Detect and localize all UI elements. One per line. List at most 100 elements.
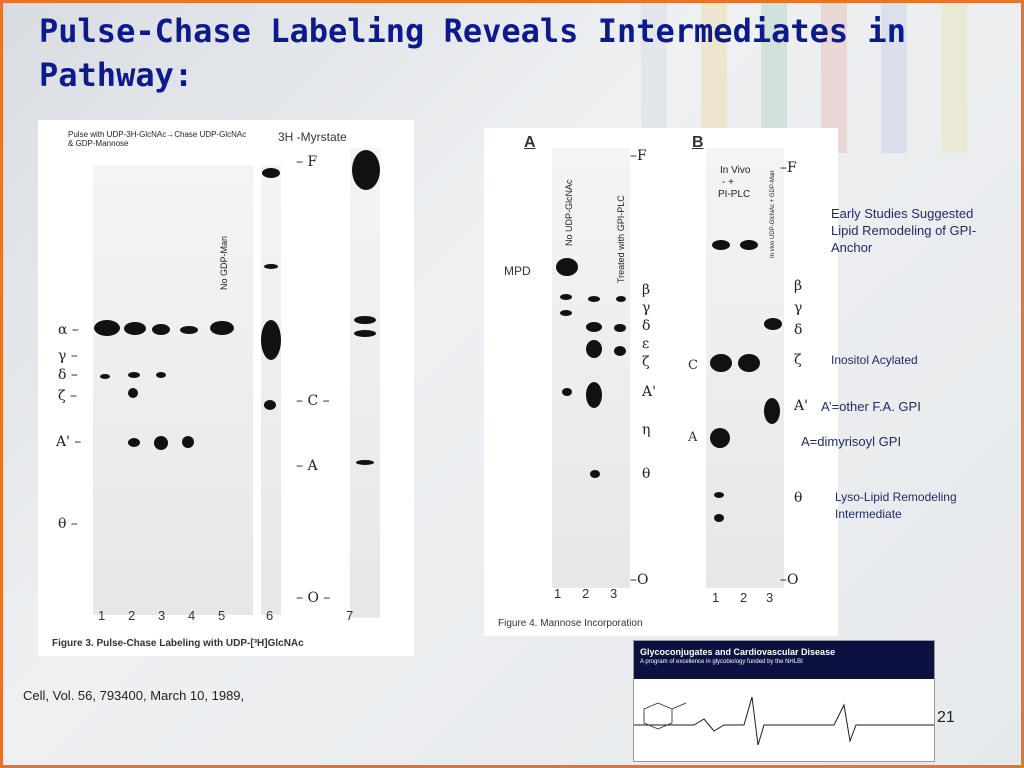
banner-title: Glycoconjugates and Cardiovascular Disea… — [640, 647, 836, 657]
lane-number: 1 — [98, 608, 106, 623]
figure-3-caption: Figure 3. Pulse-Chase Labeling with UDP-… — [52, 638, 304, 649]
beta-mark: β — [642, 282, 651, 298]
gel-band — [764, 318, 782, 330]
gel-band — [356, 460, 374, 465]
gel-band — [614, 324, 626, 332]
page-number: 21 — [937, 709, 955, 726]
note-early-studies: Early Studies Suggested Lipid Remodeling… — [831, 206, 977, 255]
lane-number: 5 — [218, 608, 226, 623]
gel-band — [588, 296, 600, 302]
o-mark-b: –O — [780, 572, 799, 588]
gel-lane-6 — [261, 165, 281, 615]
treated-gpi-plc-label: Treated with GPI-PLC — [616, 195, 626, 283]
gel-band — [562, 388, 572, 396]
minus-plus-label: - + — [722, 177, 734, 188]
lane-number-a: 3 — [610, 586, 618, 601]
gel-band — [352, 150, 380, 190]
epsilon-mark: ε — [642, 336, 650, 352]
figure-4-caption: Figure 4. Mannose Incorporation — [498, 618, 643, 629]
gel-band — [156, 372, 166, 378]
a-prime-mark-b: A' — [794, 398, 808, 414]
lane-number-b: 2 — [740, 590, 748, 605]
delta-mark: δ — [642, 318, 651, 334]
a-prime-mark: A' — [642, 384, 656, 400]
o-marker: – O – — [296, 590, 331, 606]
theta-mark: θ — [642, 466, 651, 482]
heartbeat-trace-graphic — [634, 696, 934, 746]
a-prime-marker: A' – — [56, 434, 82, 450]
gel-band — [154, 436, 168, 450]
panel-a-letter: A — [524, 134, 536, 151]
gel-band — [714, 492, 724, 498]
gel-band — [128, 388, 138, 398]
gel-band — [152, 324, 170, 335]
gel-band — [100, 374, 110, 379]
in-vivo-udp-label: In vivo UDP-GlcNAc + GDP-Man — [770, 170, 776, 258]
lane-number-b: 1 — [712, 590, 720, 605]
f-mark-a: –F — [630, 148, 647, 164]
note-lyso-lipid: Lyso-Lipid Remodeling Intermediate — [835, 490, 957, 521]
gel-band — [586, 382, 602, 408]
gel-band — [712, 240, 730, 250]
gel-band — [354, 330, 376, 337]
gel-band — [764, 398, 780, 424]
gamma-mark: γ — [642, 300, 651, 316]
delta-mark-b: δ — [794, 322, 803, 338]
gel-panel-a — [552, 148, 630, 588]
gel-band — [740, 240, 758, 250]
test-tubes-background — [641, 3, 967, 153]
figure-4-panel: A B No UDP-GlcNAc Treated with GPI-PLC M… — [484, 128, 838, 636]
no-gdp-man-label: No GDP-Man — [219, 235, 229, 290]
gel-lane-7 — [350, 148, 380, 618]
gel-band — [261, 320, 281, 360]
glycoconjugates-banner: Glycoconjugates and Cardiovascular Disea… — [633, 640, 935, 762]
gamma-marker: γ – — [58, 348, 78, 364]
f-marker: – F — [296, 154, 318, 170]
lane-number: 4 — [188, 608, 196, 623]
lane-number-a: 2 — [582, 586, 590, 601]
gel-band — [710, 354, 732, 372]
gel-lanes-1-5 — [93, 165, 253, 615]
gel-band — [262, 168, 280, 178]
mpd-label: MPD — [504, 264, 531, 278]
alpha-marker: α – — [58, 322, 79, 338]
gel-band — [182, 436, 194, 448]
gel-band — [738, 354, 760, 372]
gel-band — [354, 316, 376, 324]
c-marker: – C – — [296, 393, 330, 409]
note-a-dimyrisoyl: A=dimyrisoyl GPI — [801, 434, 902, 449]
o-mark-a: –O — [630, 572, 649, 588]
gel-band — [586, 322, 602, 332]
zeta-mark-b: ζ — [794, 352, 802, 368]
figure-3-panel: Pulse with UDP-3H-GlcNAc→Chase UDP-GlcNA… — [38, 120, 414, 656]
lane-number-a: 1 — [554, 586, 562, 601]
lane-number: 3 — [158, 608, 166, 623]
gel-band — [616, 296, 626, 302]
lane-number: 7 — [346, 608, 354, 623]
gamma-mark-b: γ — [794, 300, 803, 316]
a-marker: – A — [296, 458, 318, 474]
gel-band — [210, 321, 234, 335]
gel-band — [264, 400, 276, 410]
fig3-header-line1: Pulse with UDP-3H-GlcNAc→Chase UDP-GlcNA… — [68, 130, 247, 139]
note-inositol-acylated: Inositol Acylated — [831, 353, 918, 367]
lane-number: 6 — [266, 608, 274, 623]
panel-b-letter: B — [692, 134, 704, 151]
gel-band — [124, 322, 146, 335]
f-mark-b: –F — [780, 160, 797, 176]
gel-band — [560, 310, 572, 316]
pi-plc-label: PI-PLC — [718, 189, 751, 200]
lane-number: 2 — [128, 608, 136, 623]
gel-band — [560, 294, 572, 300]
beta-mark-b: β — [794, 278, 803, 294]
zeta-marker: ζ – — [58, 388, 78, 404]
gel-band — [128, 438, 140, 447]
gel-band — [264, 264, 278, 269]
fig3-header-line2: & GDP-Mannose — [68, 139, 129, 148]
gel-band — [94, 320, 120, 336]
note-a-prime: A’=other F.A. GPI — [821, 399, 921, 414]
in-vivo-label: In Vivo — [720, 165, 751, 176]
gel-band — [180, 326, 198, 334]
banner-header — [634, 641, 934, 679]
theta-mark-b: θ — [794, 490, 803, 506]
